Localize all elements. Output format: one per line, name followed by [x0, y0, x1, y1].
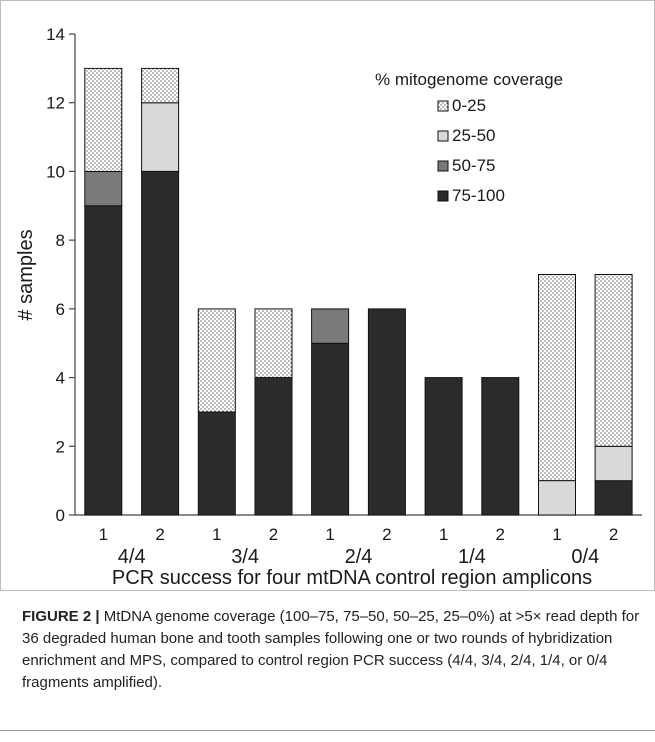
x-tick-label: 2: [269, 525, 278, 544]
bar-segment-75-100: [141, 170, 180, 516]
x-tick-label: 2: [155, 525, 164, 544]
bar-segment-75-100: [424, 377, 463, 516]
group-labels: 4/4 3/4 2/4 1/4 0/4: [118, 546, 599, 568]
y-tick-label: 2: [56, 437, 65, 456]
caption-lead: FIGURE 2 |: [22, 608, 100, 625]
figure-caption: FIGURE 2 | MtDNA genome coverage (100–75…: [22, 606, 642, 694]
x-tick-label: 1: [212, 525, 221, 544]
y-tick-label: 12: [46, 94, 65, 113]
y-tick-label: 0: [56, 506, 65, 525]
caption-text: MtDNA genome coverage (100–75, 75–50, 50…: [22, 608, 640, 691]
bars: [84, 67, 633, 516]
figure-frame-left: [0, 0, 1, 590]
legend-swatch-75-100: [437, 190, 449, 202]
figure-frame-bottom: [0, 590, 655, 591]
group-label: 0/4: [571, 546, 599, 568]
legend-label-0-25: 0-25: [452, 96, 486, 115]
bar-segment-0-25: [594, 274, 633, 447]
legend: % mitogenome coverage 0-25 25-50 50-75 75-10…: [375, 70, 563, 205]
group-label: 3/4: [231, 546, 259, 568]
y-tick-label: 4: [56, 369, 65, 388]
x-tick-label: 2: [609, 525, 618, 544]
bar-segment-75-100: [254, 377, 293, 516]
x-tick-label: 1: [325, 525, 334, 544]
bar-segment-25-50: [141, 102, 180, 172]
legend-label-50-75: 50-75: [452, 156, 495, 175]
group-label: 1/4: [458, 546, 486, 568]
bar-segment-75-100: [197, 411, 236, 516]
bar-segment-50-75: [84, 170, 123, 207]
figure-frame-top: [0, 0, 655, 1]
x-tick-label: 1: [552, 525, 561, 544]
bar-segment-75-100: [594, 480, 633, 516]
y-tick-label: 14: [46, 25, 65, 44]
x-axis-label: PCR success for four mtDNA control regio…: [112, 567, 592, 589]
bar-segment-75-100: [84, 205, 123, 516]
legend-label-75-100: 75-100: [452, 186, 505, 205]
bar-segment-0-25: [141, 67, 180, 104]
bar-segment-0-25: [84, 67, 123, 172]
x-tick-label: 1: [99, 525, 108, 544]
bar-segment-0-25: [197, 308, 236, 413]
bar-segment-0-25: [538, 274, 576, 482]
legend-title: % mitogenome coverage: [375, 70, 563, 89]
caption-divider: [0, 730, 655, 731]
y-tick-label: 8: [56, 231, 65, 250]
group-label: 4/4: [118, 546, 146, 568]
bar-segment-75-100: [367, 308, 406, 516]
bar-segment-25-50: [594, 445, 633, 482]
bar-segment-50-75: [311, 308, 350, 344]
legend-label-25-50: 25-50: [452, 126, 495, 145]
group-label: 2/4: [345, 546, 373, 568]
y-tick-label: 6: [56, 300, 65, 319]
bar-segment-25-50: [538, 480, 576, 516]
legend-swatch-25-50: [437, 130, 449, 142]
y-axis-label: # samples: [15, 229, 37, 320]
bar-segment-0-25: [254, 308, 293, 379]
bar-segment-75-100: [481, 377, 520, 516]
x-tick-label: 2: [382, 525, 391, 544]
bar-segment-75-100: [311, 342, 350, 516]
y-tick-label: 10: [46, 162, 65, 181]
legend-swatch-0-25: [437, 100, 449, 112]
legend-swatch-50-75: [437, 160, 449, 172]
x-tick-label: 2: [496, 525, 505, 544]
x-tick-label: 1: [439, 525, 448, 544]
x-tick-labels: 1 2 1 2 1 2 1 2 1 2: [99, 525, 619, 544]
